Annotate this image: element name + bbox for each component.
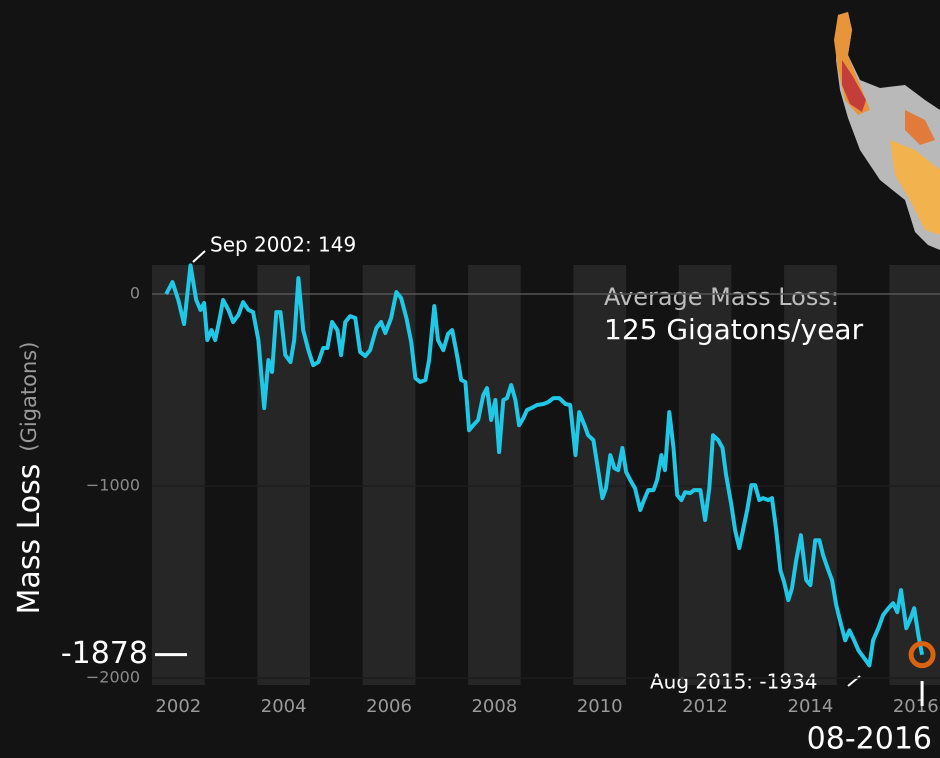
average-title: Average Mass Loss: <box>604 283 839 311</box>
x-tick-label: 2002 <box>155 696 201 717</box>
peak-leader <box>192 250 206 263</box>
x-tick-label: 2014 <box>788 696 834 717</box>
x-tick-label: 2006 <box>366 696 412 717</box>
x-tick-label: 2016 <box>893 696 939 717</box>
y-tick-label: −1000 <box>86 476 140 495</box>
y-tick-label: 0 <box>130 283 140 302</box>
y-axis-label: Mass Loss (Gigatons) <box>12 342 47 615</box>
current-date: 08-2016 <box>807 722 932 757</box>
peak-annotation: Sep 2002: 149 <box>210 233 356 257</box>
year-band <box>152 265 205 685</box>
year-band <box>468 265 521 685</box>
y-tick-label: −2000 <box>86 668 140 687</box>
x-tick-label: 2010 <box>577 696 623 717</box>
x-tick-label: 2008 <box>471 696 517 717</box>
y-axis-title: Mass Loss <box>12 464 47 615</box>
mass-loss-line <box>164 263 925 668</box>
x-tick-label: 2004 <box>261 696 307 717</box>
average-value: 125 Gigatons/year <box>604 313 864 346</box>
x-tick-label: 2012 <box>682 696 728 717</box>
current-marker <box>908 641 936 669</box>
y-axis-unit: (Gigatons) <box>17 342 41 452</box>
low-annotation: Aug 2015: -1934 <box>650 670 818 694</box>
year-band <box>678 265 732 685</box>
year-band <box>784 265 837 685</box>
year-band <box>362 265 416 685</box>
current-value: -1878 <box>61 636 148 671</box>
antarctica-map <box>834 12 940 250</box>
